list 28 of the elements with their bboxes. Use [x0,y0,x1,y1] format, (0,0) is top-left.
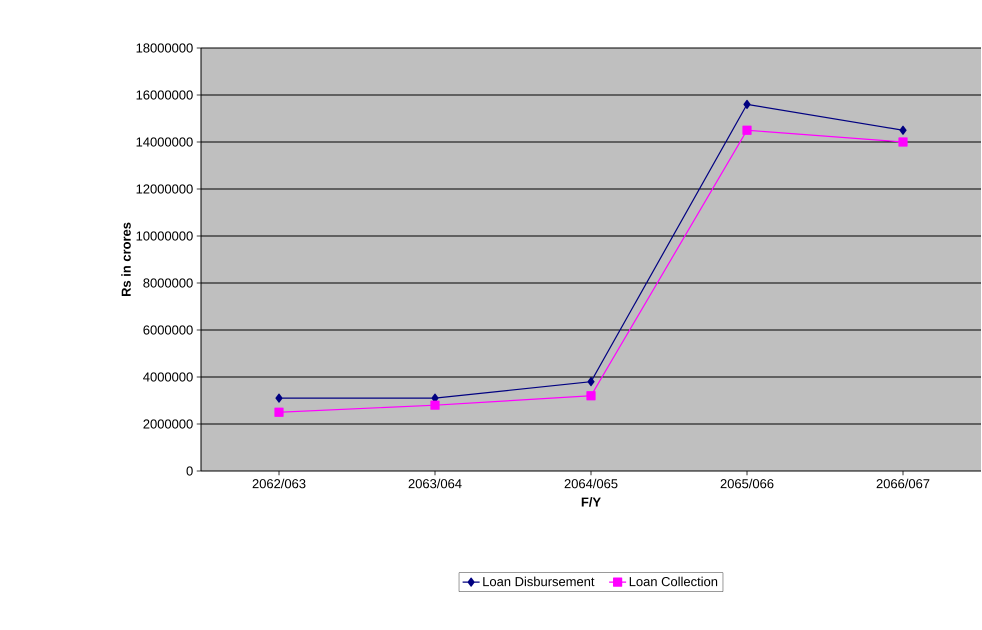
legend-label: Loan Collection [630,576,718,586]
x-tick-label: 2066/067 [876,478,930,488]
point [275,394,283,403]
point [742,126,752,135]
y-tick-label: 16000000 [136,90,193,100]
point [274,408,284,417]
point [898,137,908,147]
y-tick-label: 8000000 [143,278,193,288]
x-tick-label: 2064/065 [564,478,618,488]
y-tick-label: 10000000 [136,231,193,241]
x-tick-label: 2063/064 [408,478,462,488]
y-tick-label: 12000000 [136,184,193,194]
x-tick-label: 2065/066 [720,478,774,488]
y-tick-label: 6000000 [143,325,193,335]
y-tick-label: 0 [186,466,193,476]
y-axis-title: Rs in crores [121,222,131,296]
point [430,400,440,410]
y-tick-label: 18000000 [136,43,193,53]
point [743,100,751,109]
point [899,126,907,135]
legend-label: Loan Disbursement [483,576,594,586]
point [587,377,595,386]
y-tick-label: 2000000 [143,419,193,429]
x-axis-title: F/Y [582,497,601,507]
y-tick-label: 4000000 [143,372,193,382]
point [586,391,596,400]
y-tick-label: 14000000 [136,137,193,147]
x-tick-label: 2062/063 [252,478,306,488]
